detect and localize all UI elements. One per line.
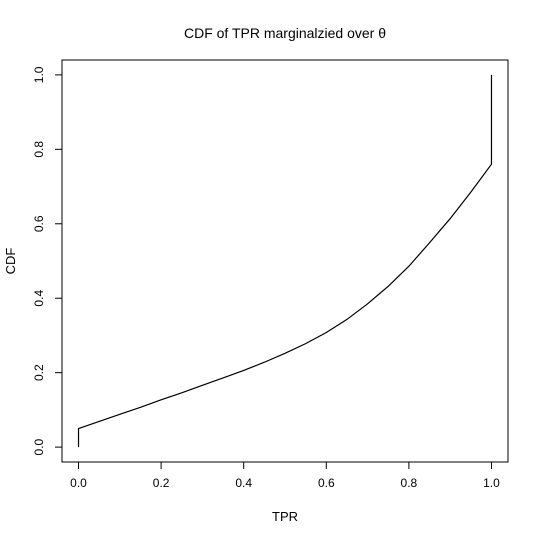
y-axis-label: CDF (3, 248, 18, 275)
y-tick-label: 0.2 (32, 364, 46, 381)
y-axis: 0.0 0.2 0.4 0.6 0.8 1.0 (32, 66, 62, 455)
x-tick-label: 1.0 (483, 476, 500, 490)
cdf-series-line (77, 74, 493, 448)
x-tick-label: 0.2 (153, 476, 170, 490)
x-tick-label: 0.4 (235, 476, 252, 490)
y-tick-label: 0.0 (32, 438, 46, 455)
plot-frame (61, 59, 509, 463)
x-axis: 0.0 0.2 0.4 0.6 0.8 1.0 (70, 462, 500, 490)
y-tick-label: 0.8 (32, 141, 46, 158)
y-tick-label: 1.0 (32, 66, 46, 83)
x-tick-label: 0.8 (401, 476, 418, 490)
y-tick-label: 0.4 (32, 290, 46, 307)
x-axis-label: TPR (272, 509, 298, 524)
chart-title: CDF of TPR marginalzied over θ (184, 25, 386, 41)
x-tick-label: 0.6 (318, 476, 335, 490)
x-tick-label: 0.0 (70, 476, 87, 490)
y-tick-label: 0.6 (32, 215, 46, 232)
